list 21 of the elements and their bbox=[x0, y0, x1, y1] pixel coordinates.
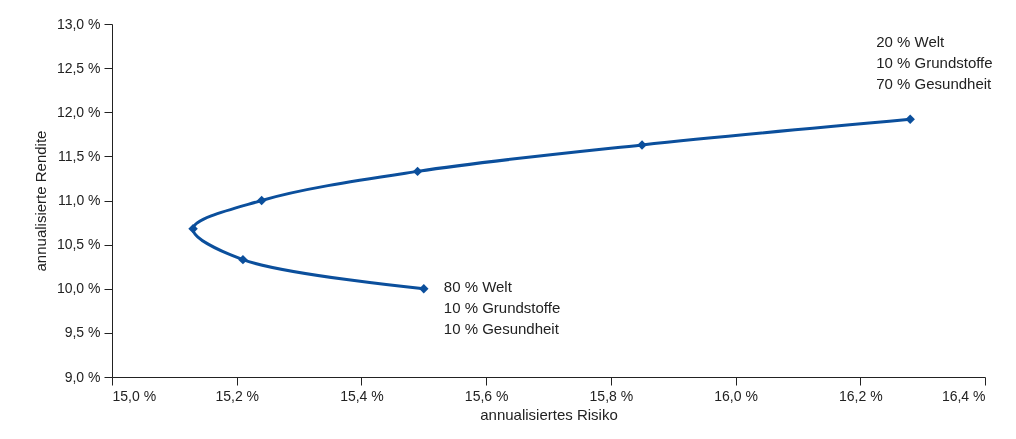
y-tick-label: 10,0 % bbox=[56, 280, 101, 297]
y-tick-label: 12,0 % bbox=[56, 103, 101, 120]
y-tick-label: 12,5 % bbox=[56, 59, 101, 76]
x-tick-label: 16,0 % bbox=[714, 387, 758, 404]
annotation: 80 % Welt 10 % Grundstoffe 10 % Gesundheit bbox=[443, 277, 561, 337]
y-tick-label: 13,0 % bbox=[56, 15, 101, 32]
y-tick-label: 11,5 % bbox=[57, 147, 101, 164]
x-tick-label: 16,4 % bbox=[941, 387, 986, 404]
y-axis-title: annualisierte Rendite bbox=[31, 130, 49, 272]
x-tick-label: 15,0 % bbox=[112, 387, 157, 404]
y-tick-label: 9,0 % bbox=[64, 368, 101, 385]
x-tick-label: 15,6 % bbox=[464, 387, 509, 404]
y-tick-label: 10,5 % bbox=[56, 236, 101, 253]
x-tick-label: 16,2 % bbox=[838, 387, 883, 404]
y-tick-label: 9,5 % bbox=[64, 324, 101, 341]
x-tick-label: 15,4 % bbox=[340, 387, 384, 404]
y-tick-label: 11,0 % bbox=[57, 192, 101, 208]
x-tick-label: 15,2 % bbox=[215, 387, 260, 404]
x-axis-title: annualisiertes Risiko bbox=[480, 405, 618, 423]
x-tick-label: 15,8 % bbox=[589, 387, 634, 404]
annotation: 20 % Welt 10 % Grundstoffe 70 % Gesundheit bbox=[876, 33, 993, 93]
